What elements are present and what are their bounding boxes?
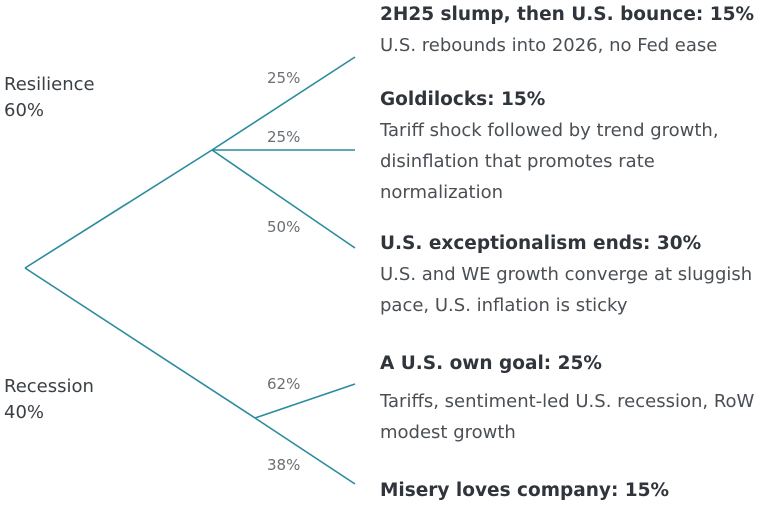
scenario-misery: Misery loves company: 15% <box>380 478 765 504</box>
scenario-desc: Tariffs, sentiment-led U.S. recession, R… <box>380 391 755 443</box>
tree-edge-bounce <box>211 56 356 151</box>
branch-resilience: Resilience 60% <box>4 72 95 124</box>
tree-edge-resilience <box>24 149 213 269</box>
scenario-title: U.S. exceptionalism ends: 30% <box>380 233 702 254</box>
scenario-desc: Tariff shock followed by trend growth, d… <box>380 120 719 203</box>
edge-pct-own-goal: 62% <box>267 375 301 393</box>
scenario-bounce: 2H25 slump, then U.S. bounce: 15% U.S. r… <box>380 2 765 61</box>
branch-recession-pct: 40% <box>4 402 45 423</box>
tree-edge-misery <box>254 417 356 485</box>
tree-edge-exceptionalism <box>211 149 356 249</box>
branch-resilience-pct: 60% <box>4 100 45 121</box>
scenario-title: A U.S. own goal: 25% <box>380 353 602 374</box>
tree-edge-recession <box>24 267 256 419</box>
scenario-title: Goldilocks: 15% <box>380 89 546 110</box>
branch-recession: Recession 40% <box>4 374 94 426</box>
edge-pct-bounce: 25% <box>267 69 301 87</box>
tree-edge-own-goal <box>254 383 356 419</box>
scenario-desc: U.S. and WE growth converge at sluggish … <box>380 264 753 316</box>
edge-pct-exceptionalism: 50% <box>267 218 301 236</box>
edge-pct-misery: 38% <box>267 456 301 474</box>
scenario-title: Misery loves company: 15% <box>380 480 670 501</box>
edge-pct-goldilocks: 25% <box>267 128 301 146</box>
branch-resilience-name: Resilience <box>4 74 95 95</box>
scenario-exceptionalism: U.S. exceptionalism ends: 30% U.S. and W… <box>380 231 765 321</box>
scenario-goldilocks: Goldilocks: 15% Tariff shock followed by… <box>380 87 765 208</box>
branch-recession-name: Recession <box>4 376 94 397</box>
scenario-own-goal: A U.S. own goal: 25% Tariffs, sentiment-… <box>380 351 765 448</box>
scenario-title: 2H25 slump, then U.S. bounce: 15% <box>380 4 754 25</box>
scenario-desc: U.S. rebounds into 2026, no Fed ease <box>380 35 718 56</box>
